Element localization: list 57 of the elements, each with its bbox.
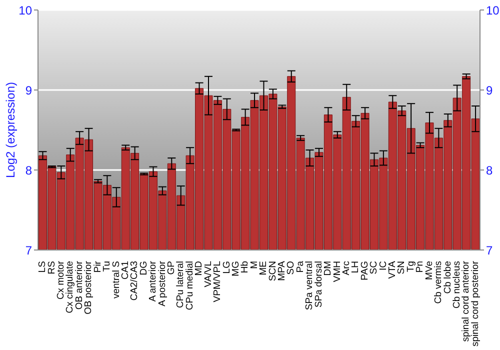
x-tick-label: CPu lateral — [175, 261, 186, 308]
y-tick-label: 10 — [18, 3, 32, 18]
x-tick-label: VA/VL — [202, 261, 214, 288]
x-tick-label: A posterior — [156, 261, 168, 306]
x-tick-label: LG — [221, 261, 232, 274]
x-tick-label: SCN — [267, 260, 278, 282]
x-tick-label: Cb vermis — [433, 260, 444, 304]
x-tick-label: GP — [166, 261, 178, 275]
y-tick-label: 7 — [25, 243, 32, 258]
x-tick-label: Pa — [294, 260, 306, 273]
x-tick-label: spinal cord anterior — [460, 261, 472, 342]
x-tick-label: SO — [286, 261, 297, 275]
y-axis-title: Log2 (expression) — [3, 82, 18, 178]
x-tick-label: ventral S — [110, 261, 122, 298]
x-tick-label: Pir — [92, 261, 104, 273]
x-tick-label: ME — [258, 261, 270, 276]
x-tick-label: Cb nucleus — [451, 260, 462, 309]
x-tick-label: SPa ventral — [304, 261, 316, 310]
x-tick-label: Cx motor — [56, 261, 67, 300]
y2-tick-label: 9 — [486, 83, 493, 98]
x-tick-label: MD — [194, 260, 205, 276]
x-tick-label: Tu — [102, 261, 113, 272]
x-tick-label: Cx cingulate — [64, 261, 76, 314]
x-tick-label: IC — [378, 260, 389, 270]
y2-tick-label: 8 — [486, 163, 493, 178]
x-tick-label: M — [248, 260, 260, 269]
x-tick-label: SN — [396, 260, 408, 274]
x-tick-label: OB anterior — [74, 261, 85, 310]
x-tick-label: SPa dorsal — [313, 261, 324, 308]
x-tick-label: CPu medial — [184, 261, 196, 310]
x-tick-label: VPM/VPL — [212, 261, 224, 302]
x-tick-label: DM — [322, 260, 334, 276]
x-tick-label: Cb lobe — [442, 261, 454, 294]
x-tick-label: A anterior — [148, 261, 159, 302]
x-tick-label: PAG — [359, 261, 370, 280]
x-tick-label: VTA — [387, 260, 398, 279]
x-tick-label: spinal cord posterior — [470, 261, 481, 347]
x-tick-label: VMH — [332, 260, 343, 282]
x-tick-label: DG — [138, 261, 150, 276]
x-tick-label: MPA — [276, 260, 288, 281]
y2-tick-label: 7 — [486, 243, 493, 258]
x-tick-label: Hb — [240, 261, 251, 274]
x-tick-label: Pn — [414, 261, 426, 273]
x-tick-label: RS — [46, 261, 58, 274]
x-tick-label: Tg — [405, 261, 416, 272]
y2-tick-label: 10 — [486, 3, 500, 18]
x-tick-label: MG — [230, 261, 242, 276]
x-tick-label: CA2/CA3 — [129, 261, 140, 301]
x-tick-label: CA1 — [120, 261, 131, 280]
x-tick-label: LH — [350, 260, 362, 274]
x-tick-label: Arc — [340, 260, 352, 276]
y-tick-label: 8 — [25, 163, 32, 178]
y-tick-label: 9 — [25, 83, 32, 98]
x-tick-label: LS — [37, 261, 48, 273]
x-tick-label: OB posterior — [83, 261, 94, 314]
x-tick-label: MVe — [424, 261, 435, 280]
x-tick-label: SC — [368, 260, 380, 274]
